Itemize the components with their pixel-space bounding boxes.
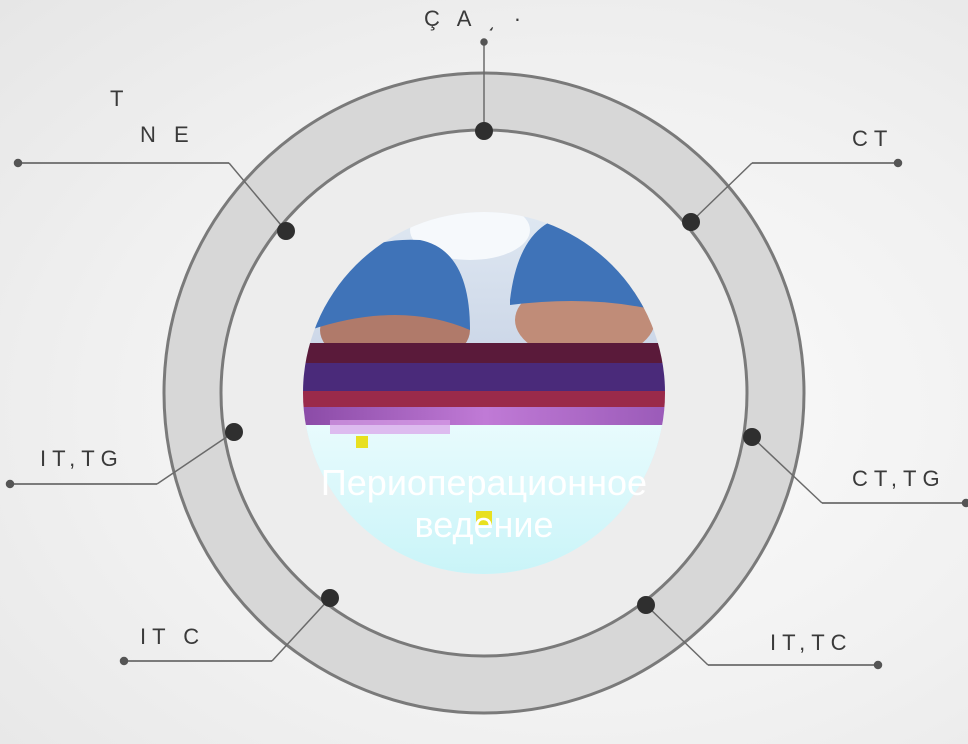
label-bottom-left: IT C [140, 624, 206, 649]
center-photo [303, 212, 665, 574]
leader-lines [5, 38, 968, 670]
label-left-middle: IT,TG [40, 446, 124, 471]
label-right-upper: CT [852, 126, 894, 151]
label-top-left-line1: T [110, 86, 130, 111]
label-top-left-line2: N E [140, 122, 195, 147]
ring-spokes [156, 44, 823, 666]
center-title-line1: Периоперационное [320, 462, 648, 503]
label-bottom-right: IT,TC [770, 630, 853, 655]
node-dots [225, 122, 761, 614]
label-right-middle: CT,TG [852, 466, 946, 491]
label-top: Ç A ͵ · [424, 6, 528, 31]
center-title: Периоперационное ведение [304, 462, 664, 546]
center-title-line2: ведение [414, 504, 554, 545]
